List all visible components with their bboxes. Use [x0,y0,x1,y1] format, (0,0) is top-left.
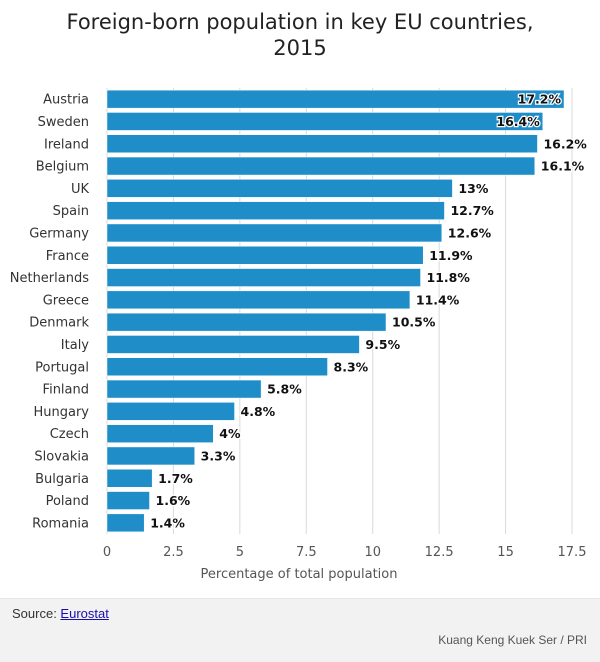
x-tick-label: 0 [103,545,111,560]
data-label: 16.2% [543,136,587,151]
data-label: 11.4% [416,292,460,307]
data-label: 12.7% [450,203,494,218]
category-label: Poland [46,494,89,509]
data-label: 13% [458,181,488,196]
data-label: 8.3% [334,359,369,374]
data-label: 3.3% [201,448,236,463]
data-label: 17.2% [518,92,562,107]
data-label: 11.8% [427,270,471,285]
source-link[interactable]: Eurostat [60,606,109,621]
category-label: Italy [61,338,90,353]
bar [106,112,544,131]
data-label: 16.1% [541,159,585,174]
x-tick-label: 5 [236,545,244,560]
bar [106,357,328,376]
category-label: Czech [50,427,89,442]
bar [106,223,443,243]
category-label: Slovakia [34,449,89,464]
category-label: Portugal [35,360,89,375]
x-tick-label: 15 [497,545,514,560]
data-labels: 17.2% 16.4%16.2% 16.1% 13% 12.7% 12.6% 11.9% 11… [149,90,589,531]
bar [106,402,235,421]
category-label: Bulgaria [35,472,89,487]
data-label: 1.6% [156,493,191,508]
x-tick-label: 10 [364,545,381,560]
x-axis-ticks: 0 2.5 5 7.5 10 12.5 15 17.5 [103,545,587,560]
data-label: 16.4% [496,114,540,129]
data-label: 5.8% [267,382,302,397]
category-label: Hungary [33,405,89,420]
category-label: Netherlands [10,271,89,286]
category-label: Ireland [44,137,89,152]
bar [106,446,195,466]
x-tick-label: 17.5 [558,545,587,560]
bar [106,424,214,443]
data-label: 12.6% [448,225,492,240]
chart-title-line-1: Foreign-born population in key EU countr… [67,10,534,34]
category-label: Germany [29,226,89,241]
bar [106,134,538,153]
source-line: Source: Eurostat [12,606,109,621]
bar [106,513,145,533]
category-label: Sweden [38,115,89,130]
data-label: 11.9% [429,248,473,263]
category-label: Denmark [29,316,89,331]
category-label: Finland [43,383,89,398]
category-label: France [46,249,89,264]
category-label: Spain [53,204,89,219]
category-labels: Austria Sweden Ireland Belgium UK Spain German… [10,93,90,532]
data-label: 1.4% [150,515,185,530]
bars [106,89,565,533]
bar [106,335,360,354]
x-tick-label: 12.5 [425,545,454,560]
footer: Source: Eurostat Kuang Keng Kuek Ser / P… [0,598,600,662]
category-label: Greece [43,293,89,308]
bar [106,201,445,220]
x-axis-title: Percentage of total population [201,567,398,582]
bar [106,268,421,287]
bar [106,312,387,332]
credit-text: Kuang Keng Kuek Ser / PRI [438,633,587,647]
chart-title-line-2: 2015 [273,36,326,60]
bar [106,491,150,510]
bar [106,469,153,488]
bar-chart: Foreign-born population in key EU countr… [10,10,589,582]
data-label: 9.5% [365,337,400,352]
bar [106,89,565,109]
chart-container: Foreign-born population in key EU countr… [9,10,589,582]
data-label: 4% [219,426,241,441]
category-label: UK [71,182,90,197]
bar [106,290,411,310]
data-label: 4.8% [241,404,276,419]
bar [106,379,262,399]
bar [106,179,453,198]
x-tick-label: 7.5 [296,545,317,560]
source-prefix: Source: [12,606,61,621]
category-label: Romania [32,516,89,531]
category-label: Austria [43,93,89,108]
data-label: 1.7% [158,471,193,486]
bar [106,246,424,265]
category-label: Belgium [36,160,89,175]
bar [106,156,536,176]
gridlines [106,88,573,534]
data-label: 10.5% [392,315,436,330]
x-tick-label: 2.5 [163,545,184,560]
